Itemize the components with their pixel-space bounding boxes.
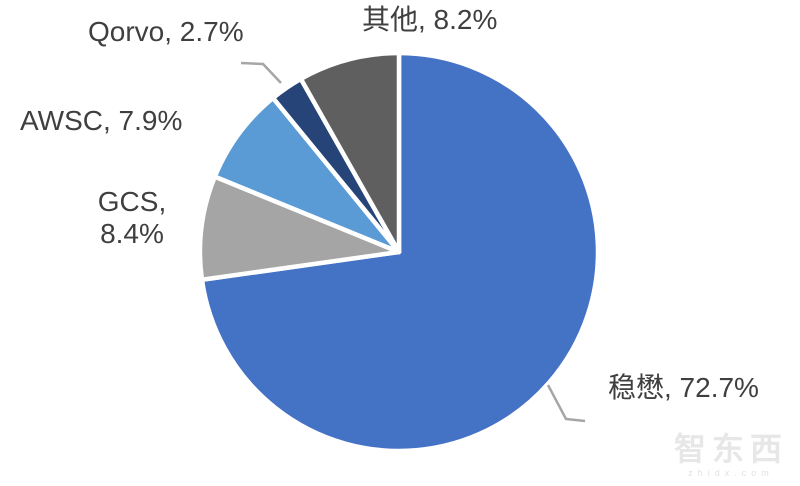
label-win: 稳懋, 72.7% [608,372,759,403]
pie-slices-group [197,50,601,454]
label-awsc: AWSC, 7.9% [20,105,183,136]
label-qorvo: Qorvo, 2.7% [88,16,244,47]
label-gcs-line2: 8.4% [100,218,164,249]
label-others: 其他, 8.2% [362,4,498,35]
leader-line-win [546,384,586,423]
label-gcs: GCS, 8.4% [72,186,192,250]
leader-line-qorvo [240,61,282,84]
pie-slice-others [298,50,402,255]
label-gcs-line1: GCS, [97,186,167,217]
